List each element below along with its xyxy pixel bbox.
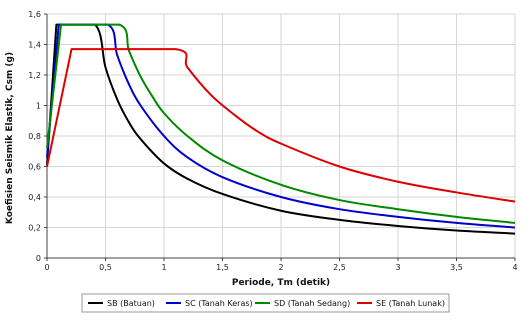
x-tick-label: 1 (161, 263, 166, 272)
y-tick-label: 1,6 (28, 10, 41, 19)
axes-layer: 0 0,5 1 1,5 2 2,5 3 3,5 4 0 0,2 0,4 0,6 0,8 1 1,2 1,4 1,6 (28, 10, 517, 272)
legend-label-4: SE (Tanah Lunak) (376, 299, 445, 308)
legend-label-2: SC (Tanah Keras) (185, 299, 253, 308)
x-tick-label: 2,5 (333, 263, 346, 272)
x-tick-label: 1,5 (216, 263, 229, 272)
y-tick-label: 1,2 (28, 71, 41, 80)
legend-label-1: SB (Batuan) (107, 299, 155, 308)
x-tick-label: 0 (44, 263, 49, 272)
y-tick-label: 0,2 (28, 224, 41, 233)
y-tick-label: 0 (36, 254, 41, 263)
legend-label-3: SD (Tanah Sedang) (274, 299, 350, 308)
x-tick-label: 4 (512, 263, 517, 272)
x-tick-label: 3 (395, 263, 400, 272)
y-axis-title: Koefisien Seismik Elastik, Csm (g) (5, 52, 15, 224)
y-tick-label: 0,6 (28, 163, 41, 172)
y-tick-label: 0,8 (28, 132, 41, 141)
series-line-4 (46, 48, 516, 203)
x-axis-title: Periode, Tm (detik) (232, 278, 330, 288)
y-tick-label: 0,4 (28, 193, 41, 202)
series-layer (46, 23, 516, 235)
x-tick-label: 3,5 (450, 263, 463, 272)
series-line-1 (46, 23, 516, 235)
legend: SB (Batuan) SC (Tanah Keras) SD (Tanah Sed… (81, 293, 450, 313)
y-tick-label: 1,4 (28, 41, 41, 50)
series-line-3 (46, 23, 516, 224)
y-tick-label: 1 (36, 102, 41, 111)
x-tick-label: 2 (278, 263, 283, 272)
x-tick-label: 0,5 (99, 263, 112, 272)
series-line-2 (46, 23, 516, 229)
